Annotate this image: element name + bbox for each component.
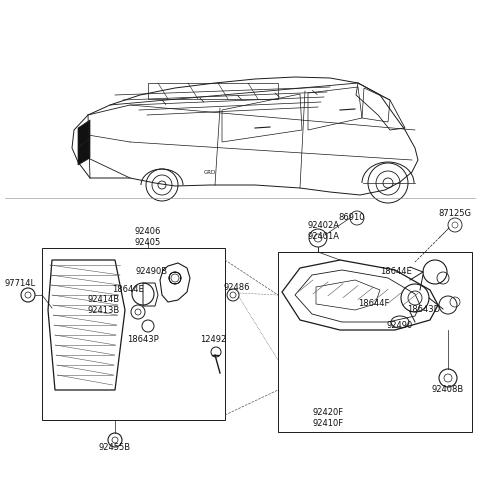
Text: GRD: GRD — [204, 169, 216, 174]
Text: 18644E: 18644E — [380, 267, 412, 277]
Text: 92420F
92410F: 92420F 92410F — [312, 408, 344, 428]
Text: 92490B: 92490B — [136, 267, 168, 277]
Bar — [148, 83, 278, 99]
Bar — [278, 252, 472, 432]
Text: 18644E: 18644E — [112, 285, 144, 295]
Polygon shape — [78, 120, 90, 148]
Text: 87125G: 87125G — [439, 208, 471, 218]
Text: 92414B
92413B: 92414B 92413B — [88, 295, 120, 315]
Bar — [42, 248, 225, 420]
Text: 92490: 92490 — [387, 320, 413, 330]
Text: 97714L: 97714L — [4, 280, 36, 288]
Text: 18643P: 18643P — [127, 336, 159, 344]
Polygon shape — [78, 138, 90, 165]
Text: 92408B: 92408B — [432, 386, 464, 394]
Text: 12492: 12492 — [200, 336, 226, 344]
Text: 18643D: 18643D — [408, 305, 441, 315]
Text: 92455B: 92455B — [99, 444, 131, 452]
Text: 92406
92405: 92406 92405 — [135, 227, 161, 247]
Text: 92486: 92486 — [224, 283, 250, 293]
Text: 86910: 86910 — [339, 213, 365, 223]
Text: 18644F: 18644F — [358, 299, 390, 307]
Text: 92402A
92401A: 92402A 92401A — [307, 221, 339, 241]
